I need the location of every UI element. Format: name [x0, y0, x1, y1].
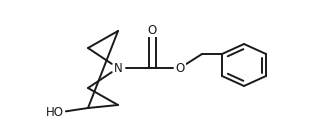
- Text: O: O: [147, 23, 157, 36]
- Text: HO: HO: [46, 107, 64, 120]
- Text: N: N: [114, 62, 122, 75]
- Text: O: O: [176, 62, 185, 75]
